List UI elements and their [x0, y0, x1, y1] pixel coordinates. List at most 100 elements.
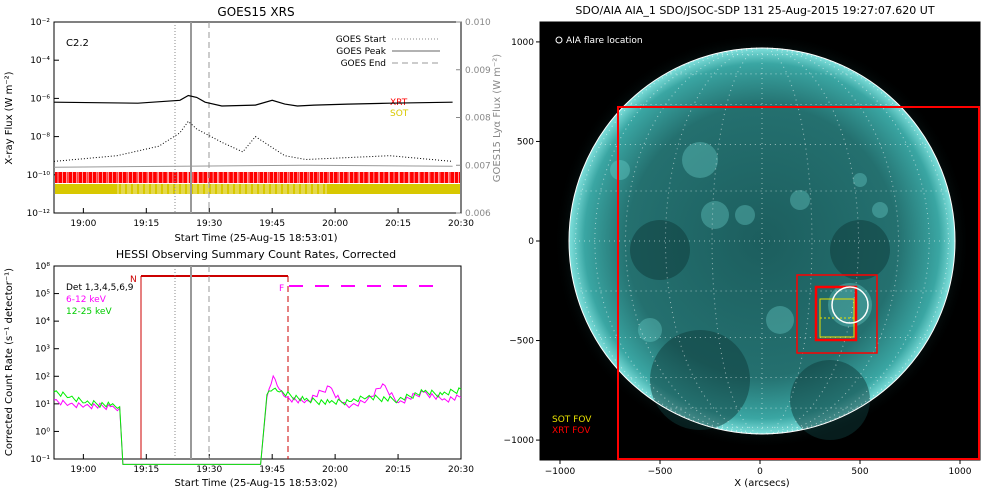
sun-xtick-label: 500 — [851, 467, 868, 477]
hessi-xtick-label: 20:30 — [448, 465, 474, 475]
xrt-fov-label: XRT FOV — [552, 426, 591, 436]
goes-ytick-right-label: 0.009 — [465, 66, 491, 76]
sun-ytick-label: 500 — [517, 137, 534, 147]
active-region — [766, 306, 794, 334]
sot-fov-label: SOT FOV — [552, 415, 592, 425]
sun-lon-line — [761, 47, 899, 435]
aia-flare-circle — [831, 286, 869, 324]
sun-disk — [569, 48, 955, 434]
hessi-panel: HESSI Observing Summary Count Rates, Cor… — [4, 248, 474, 489]
hessi-ylabel: Corrected Count Rate (s⁻¹ detector⁻¹) — [4, 268, 15, 456]
goes-ytick-label: 10⁻¹² — [27, 209, 51, 219]
goes-legend-start: GOES Start — [336, 35, 387, 45]
hessi-ytick-label: 10⁸ — [35, 262, 50, 272]
hessi-xlabel: Start Time (25-Aug-15 18:53:02) — [174, 478, 337, 489]
goes-sot-label: SOT — [390, 109, 409, 119]
sun-ytick-label: −500 — [509, 337, 534, 347]
goes-ytick-right-label: 0.008 — [465, 114, 491, 124]
active-region — [790, 190, 810, 210]
hessi-xtick-label: 20:15 — [385, 465, 411, 475]
sun-lon-line — [761, 47, 859, 435]
sot-coverage-bar — [55, 184, 460, 194]
hessi-xtick-label: 19:15 — [133, 465, 159, 475]
hessi-ytick-label: 10² — [35, 372, 50, 382]
goes-x-ticks: 19:00 19:15 19:30 19:45 20:00 20:15 20:30 — [70, 208, 474, 229]
sun-limb — [568, 47, 956, 435]
goes-flare-class: C2.2 — [66, 38, 89, 49]
active-region — [853, 173, 867, 187]
goes-xtick-label: 20:00 — [322, 219, 348, 229]
sun-ytick-label: 0 — [528, 237, 534, 247]
coronal-hole — [630, 220, 690, 280]
hessi-xtick-label: 19:45 — [259, 465, 285, 475]
goes-ytick-label: 10⁻⁶ — [30, 94, 50, 104]
hessi-plot-frame — [53, 265, 462, 460]
sun-xtick-label: −500 — [648, 467, 673, 477]
goes-title: GOES15 XRS — [217, 5, 294, 19]
hessi-y-ticks: 10⁸ 10⁵ 10⁴ 10³ 10² 10¹ 10⁰ 10⁻¹ — [30, 262, 59, 465]
sun-ytick-label: 1000 — [511, 38, 534, 48]
active-region — [682, 142, 718, 178]
sun-ytick-label: −1000 — [504, 436, 535, 446]
sun-xlabel: X (arcsecs) — [734, 478, 790, 489]
goes-legend-peak: GOES Peak — [336, 47, 386, 57]
hessi-x-ticks: 19:00 19:15 19:30 19:45 20:00 20:15 20:30 — [70, 454, 474, 475]
hessi-ytick-label: 10⁵ — [35, 290, 50, 300]
sun-lon-line — [761, 47, 949, 435]
active-region — [872, 202, 888, 218]
goes-y-ticks-right: 0.010 0.009 0.008 0.007 0.006 — [456, 18, 491, 219]
goes-panel: GOES15 XRS 10⁻² 10⁻⁴ 10⁻⁶ 10⁻⁸ 10⁻¹⁰ 10⁻¹² 0.… — [4, 5, 503, 244]
goes-legend: GOES Start GOES Peak GOES End — [336, 35, 440, 69]
goes-ytick-right-label: 0.007 — [465, 161, 491, 171]
coverage-gaps — [57, 172, 459, 194]
goes-xtick-label: 20:30 — [448, 219, 474, 229]
hessi-ytick-label: 10³ — [35, 345, 50, 355]
goes-ytick-right-label: 0.010 — [465, 18, 491, 28]
goes-xtick-label: 20:15 — [385, 219, 411, 229]
hessi-legend-6-12: 6-12 keV — [66, 295, 107, 305]
hessi-xtick-label: 19:30 — [196, 465, 222, 475]
coronal-hole — [830, 220, 890, 280]
active-region — [638, 318, 662, 342]
goes-ytick-right-label: 0.006 — [465, 209, 491, 219]
hessi-ytick-label: 10¹ — [35, 400, 50, 410]
active-region — [610, 160, 630, 180]
goes-series-group — [53, 94, 453, 168]
aia-flare-legend-icon — [555, 36, 563, 44]
hessi-ytick-label: 10⁻¹ — [30, 455, 50, 465]
sun-lat-lon-grid — [569, 47, 955, 435]
goes-series-line-2 — [53, 164, 453, 168]
goes-xtick-label: 19:45 — [259, 219, 285, 229]
goes-ytick-label: 10⁻⁸ — [30, 133, 50, 143]
goes-ylabel-left: X-ray Flux (W m⁻²) — [4, 71, 15, 164]
goes-series-line-0 — [53, 94, 453, 107]
goes-ytick-label: 10⁻¹⁰ — [27, 171, 51, 181]
hessi-legend-12-25: 12-25 keV — [66, 307, 112, 317]
hessi-ytick-label: 10⁴ — [35, 317, 50, 327]
hessi-ytick-label: 10⁰ — [35, 427, 50, 437]
active-region — [735, 205, 755, 225]
sun-xtick-label: −1000 — [545, 467, 576, 477]
goes-xtick-label: 19:30 — [196, 219, 222, 229]
hessi-series-group — [53, 374, 462, 465]
goes-ytick-label: 10⁻⁴ — [30, 56, 50, 66]
sun-xtick-label: 1000 — [949, 467, 972, 477]
sun-lon-line — [625, 47, 763, 435]
goes-y-ticks: 10⁻² 10⁻⁴ 10⁻⁶ 10⁻⁸ 10⁻¹⁰ 10⁻¹² — [27, 18, 59, 219]
sun-title: SDO/AIA AIA_1 SDO/JSOC-SDP 131 25-Aug-20… — [575, 4, 934, 17]
xrt-fov-large — [617, 106, 980, 460]
hessi-xtick-label: 20:00 — [322, 465, 348, 475]
sun-active-regions — [610, 142, 890, 440]
sun-y-ticks: 1000 500 0 −500 −1000 — [504, 38, 540, 446]
goes-xtick-label: 19:00 — [70, 219, 96, 229]
sun-x-ticks: −1000 −500 0 500 1000 — [545, 460, 972, 477]
sun-xtick-label: 0 — [757, 467, 763, 477]
hessi-series-line-1 — [53, 387, 462, 465]
sun-panel: SDO/AIA AIA_1 SDO/JSOC-SDP 131 25-Aug-20… — [504, 4, 981, 489]
hessi-xtick-label: 19:00 — [70, 465, 96, 475]
goes-xtick-label: 19:15 — [133, 219, 159, 229]
hessi-night-marker: N — [130, 275, 137, 285]
active-region — [828, 283, 872, 327]
goes-xlabel: Start Time (25-Aug-15 18:53:01) — [174, 233, 337, 244]
